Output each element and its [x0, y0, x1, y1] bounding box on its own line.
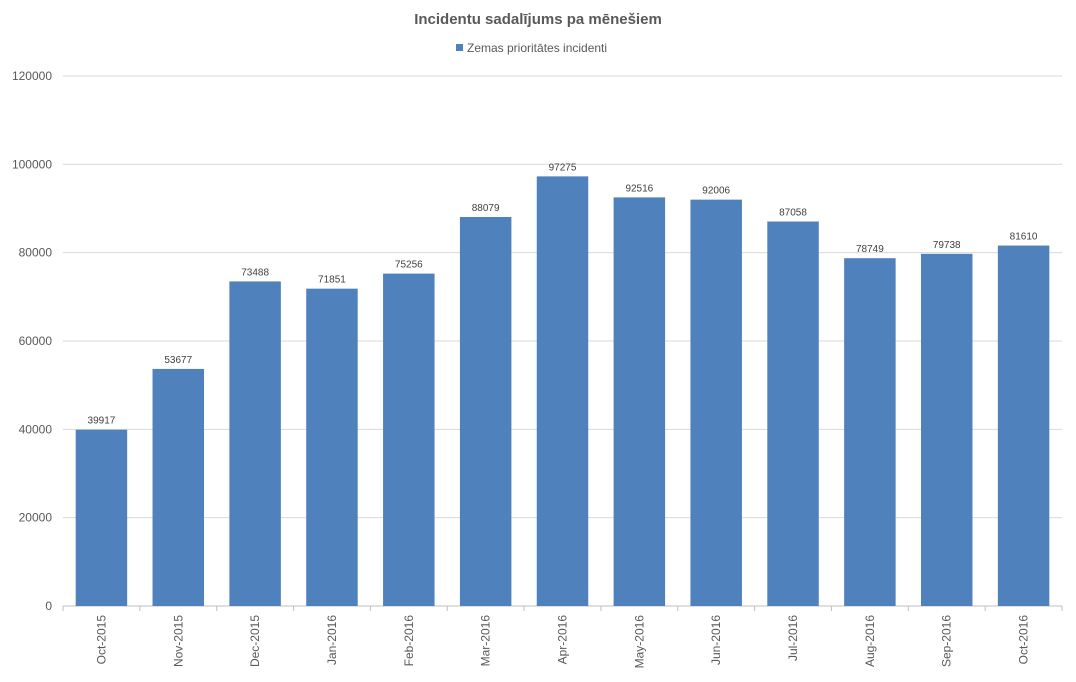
- bar: [844, 258, 896, 606]
- x-tick-label: Sep-2016: [940, 615, 954, 667]
- data-label: 97275: [549, 162, 577, 173]
- bar: [690, 199, 742, 606]
- bar: [229, 281, 281, 606]
- data-label: 81610: [1010, 232, 1038, 243]
- data-label: 87058: [779, 207, 807, 218]
- bar: [383, 273, 435, 606]
- data-label: 73488: [241, 267, 269, 278]
- bar: [306, 288, 358, 606]
- data-label: 92006: [702, 186, 730, 197]
- legend-swatch: [456, 44, 463, 51]
- bar: [152, 368, 205, 606]
- data-label: 39917: [88, 416, 116, 427]
- legend: Zemas prioritātes incidenti: [456, 41, 607, 55]
- data-label: 78749: [856, 244, 884, 255]
- x-tick-label: Jun-2016: [709, 615, 723, 665]
- bar: [767, 221, 819, 606]
- y-tick-label: 20000: [19, 511, 53, 525]
- data-label: 92516: [625, 183, 653, 194]
- y-tick-label: 40000: [19, 422, 53, 436]
- y-tick-label: 0: [45, 599, 52, 613]
- x-tick-label: Jan-2016: [325, 615, 339, 665]
- data-label: 71851: [318, 275, 346, 286]
- data-label: 79738: [933, 240, 961, 251]
- chart-title: Incidentu sadalījums pa mēnešiem: [414, 11, 662, 28]
- bar: [613, 197, 666, 606]
- bar: [920, 253, 973, 606]
- data-label: 53677: [164, 355, 192, 366]
- legend-label: Zemas prioritātes incidenti: [467, 41, 607, 55]
- bar: [459, 216, 512, 606]
- data-label: 88079: [472, 203, 500, 214]
- data-label: 75256: [395, 260, 423, 271]
- y-tick-label: 120000: [12, 69, 52, 83]
- x-axis: Oct-2015 Nov-2015 Dec-2015 Jan-2016 Feb-2016…: [62, 606, 1063, 669]
- y-axis: 0 20000 40000 60000 80000 100000 120000: [12, 69, 52, 613]
- x-tick-label: Aug-2016: [863, 615, 877, 667]
- y-tick-label: 80000: [19, 246, 53, 260]
- x-tick-label: Oct-2016: [1017, 615, 1031, 665]
- x-tick-label: Feb-2016: [402, 615, 416, 667]
- x-tick-label: Nov-2015: [171, 615, 185, 667]
- bar: [997, 245, 1050, 606]
- y-tick-label: 60000: [19, 334, 53, 348]
- x-tick-label: Oct-2015: [94, 615, 108, 665]
- y-tick-label: 100000: [12, 157, 52, 171]
- x-tick-label: Jul-2016: [786, 615, 800, 661]
- data-labels: 39917 53677 73488 71851 75256 88079 97275 92516…: [88, 162, 1038, 426]
- x-tick-label: Apr-2016: [556, 615, 570, 665]
- bars: [75, 176, 1050, 606]
- x-tick-label: May-2016: [632, 615, 646, 669]
- x-tick-label: Dec-2015: [248, 615, 262, 667]
- bar: [536, 176, 589, 606]
- bar: [75, 429, 128, 606]
- x-tick-label: Mar-2016: [479, 615, 493, 667]
